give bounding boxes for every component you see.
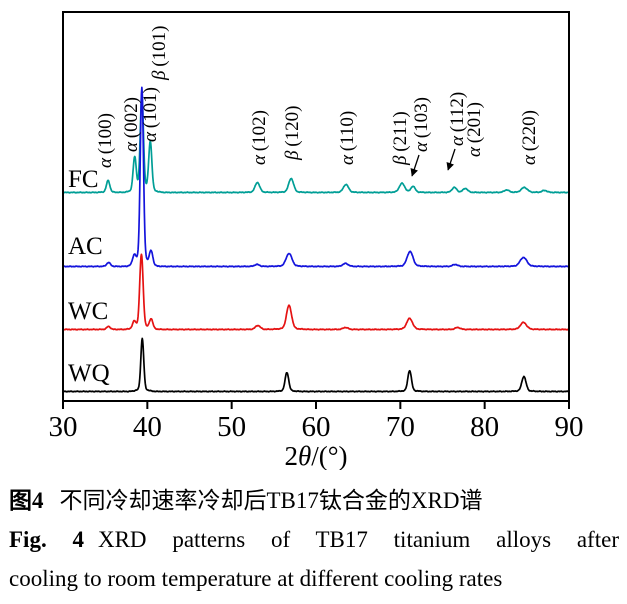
caption-en-text-1: XRD patterns of TB17 titanium alloys aft…: [97, 527, 619, 552]
series-WC-curve: [63, 253, 569, 331]
caption-line-cn: 图4 不同冷却速率冷却后TB17钛合金的XRD谱: [9, 481, 619, 520]
caption-line-en-1: Fig. 4 XRD patterns of TB17 titanium allo…: [9, 520, 619, 559]
peak-label-α(201): α (201): [464, 102, 485, 157]
x-tick-label-50: 50: [217, 411, 246, 443]
peak-arrow-α(103): [410, 154, 420, 177]
x-tick-label-40: 40: [133, 411, 162, 443]
series-label-FC: FC: [68, 166, 99, 193]
series-WQ-curve: [63, 337, 569, 393]
x-tick-label-80: 80: [470, 411, 499, 443]
series-label-WQ: WQ: [68, 360, 110, 387]
caption-cn-text: 不同冷却速率冷却后TB17钛合金的XRD谱: [59, 488, 483, 513]
series-label-WC: WC: [68, 298, 108, 325]
peak-label-α(220): α (220): [519, 110, 540, 165]
peak-label-α(103): α (103): [411, 97, 432, 152]
x-axis-title: 2θ/(°): [284, 441, 347, 470]
caption-line-en-2: cooling to room temperature at different…: [9, 559, 619, 598]
curves-group: [63, 86, 569, 393]
peak-label-β(120): β (120): [282, 106, 303, 161]
peak-label-β(101): β (101): [149, 26, 170, 81]
figure-caption: 图4 不同冷却速率冷却后TB17钛合金的XRD谱 Fig. 4 XRD patter…: [0, 475, 627, 598]
peak-label-α(112): α (112): [447, 92, 468, 146]
series-label-AC: AC: [68, 233, 103, 260]
caption-en-label: Fig. 4: [9, 527, 84, 552]
peak-label-α(101): α (101): [140, 87, 161, 142]
x-tick-label-70: 70: [386, 411, 415, 443]
peak-label-β(211): β (211): [390, 111, 411, 166]
x-tick-label-90: 90: [555, 411, 584, 443]
peak-label-α(002): α (002): [121, 97, 142, 152]
peak-arrow-α(112): [446, 148, 456, 171]
x-tick-label-30: 30: [49, 411, 78, 443]
peak-label-α(110): α (110): [337, 111, 358, 165]
caption-en-text-2: cooling to room temperature at different…: [9, 566, 503, 591]
series-FC-curve: [63, 92, 569, 194]
peak-label-α(102): α (102): [249, 110, 270, 165]
xrd-plot: FC AC WC WQ α (100) α (002) β (101) α (101) α (1…: [49, 11, 584, 471]
peak-label-α(100): α (100): [95, 113, 116, 168]
x-tick-label-60: 60: [302, 411, 331, 443]
caption-cn-label: 图4: [9, 488, 44, 513]
series-AC-curve: [63, 86, 569, 268]
